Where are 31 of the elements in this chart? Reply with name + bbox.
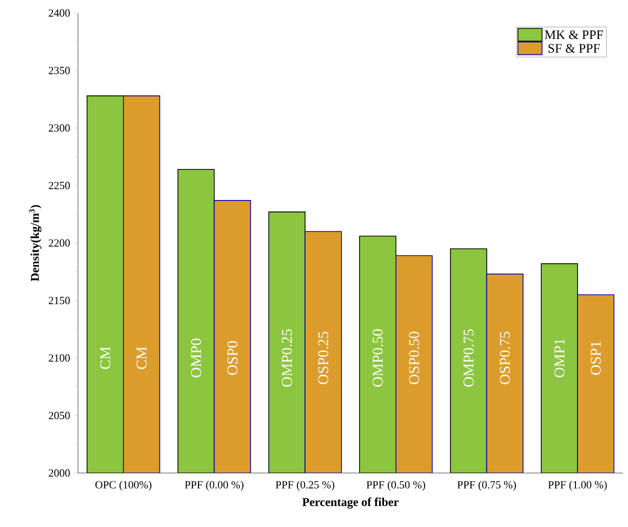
annotation: CM [100,346,110,370]
y-tick-label: 2000 [48,469,70,477]
x-tick-label: PPF (0.50 %) [366,480,426,491]
annotation: OMP0.25 [282,329,292,387]
x-axis-title: Percentage of fiber [302,498,399,509]
y-tick-label: 2150 [48,296,70,304]
y-tick-label: 2100 [48,354,70,362]
legend-label: SF & PPF [548,44,600,53]
y-tick-label: 2300 [48,124,70,132]
y-tick-label: 2350 [48,66,70,74]
annotation: OSP0 [227,341,238,375]
y-tick-label: 2250 [48,182,70,190]
annotation: OSP0.75 [500,332,510,384]
x-tick-label: PPF (0.75 %) [457,480,516,491]
annotation: OSP0.25 [318,332,328,384]
x-tick-label: PPF (1.00 %) [548,480,607,491]
x-tick-label: PPF (0.25 %) [276,480,334,491]
y-tick-label: 2050 [48,412,70,420]
legend-label: MK & PPF [544,30,603,40]
y-tick-label: 2400 [48,9,70,17]
annotation: OMP0.75 [464,329,474,387]
annotation: OMP1 [554,338,564,378]
annotation: OMP0 [191,338,202,378]
annotation: CM [136,346,147,370]
annotation: OSP1 [590,341,601,375]
annotation: OSP0.50 [409,332,420,384]
y-axis-title: Density(kg/m$^{3}$) [29,205,42,282]
x-tick-label: OPC (100%) [95,480,152,491]
x-tick-label: PPF (0.00 %) [184,480,244,491]
y-tick-label: 2200 [48,239,70,247]
annotation: OMP0.50 [372,329,383,387]
